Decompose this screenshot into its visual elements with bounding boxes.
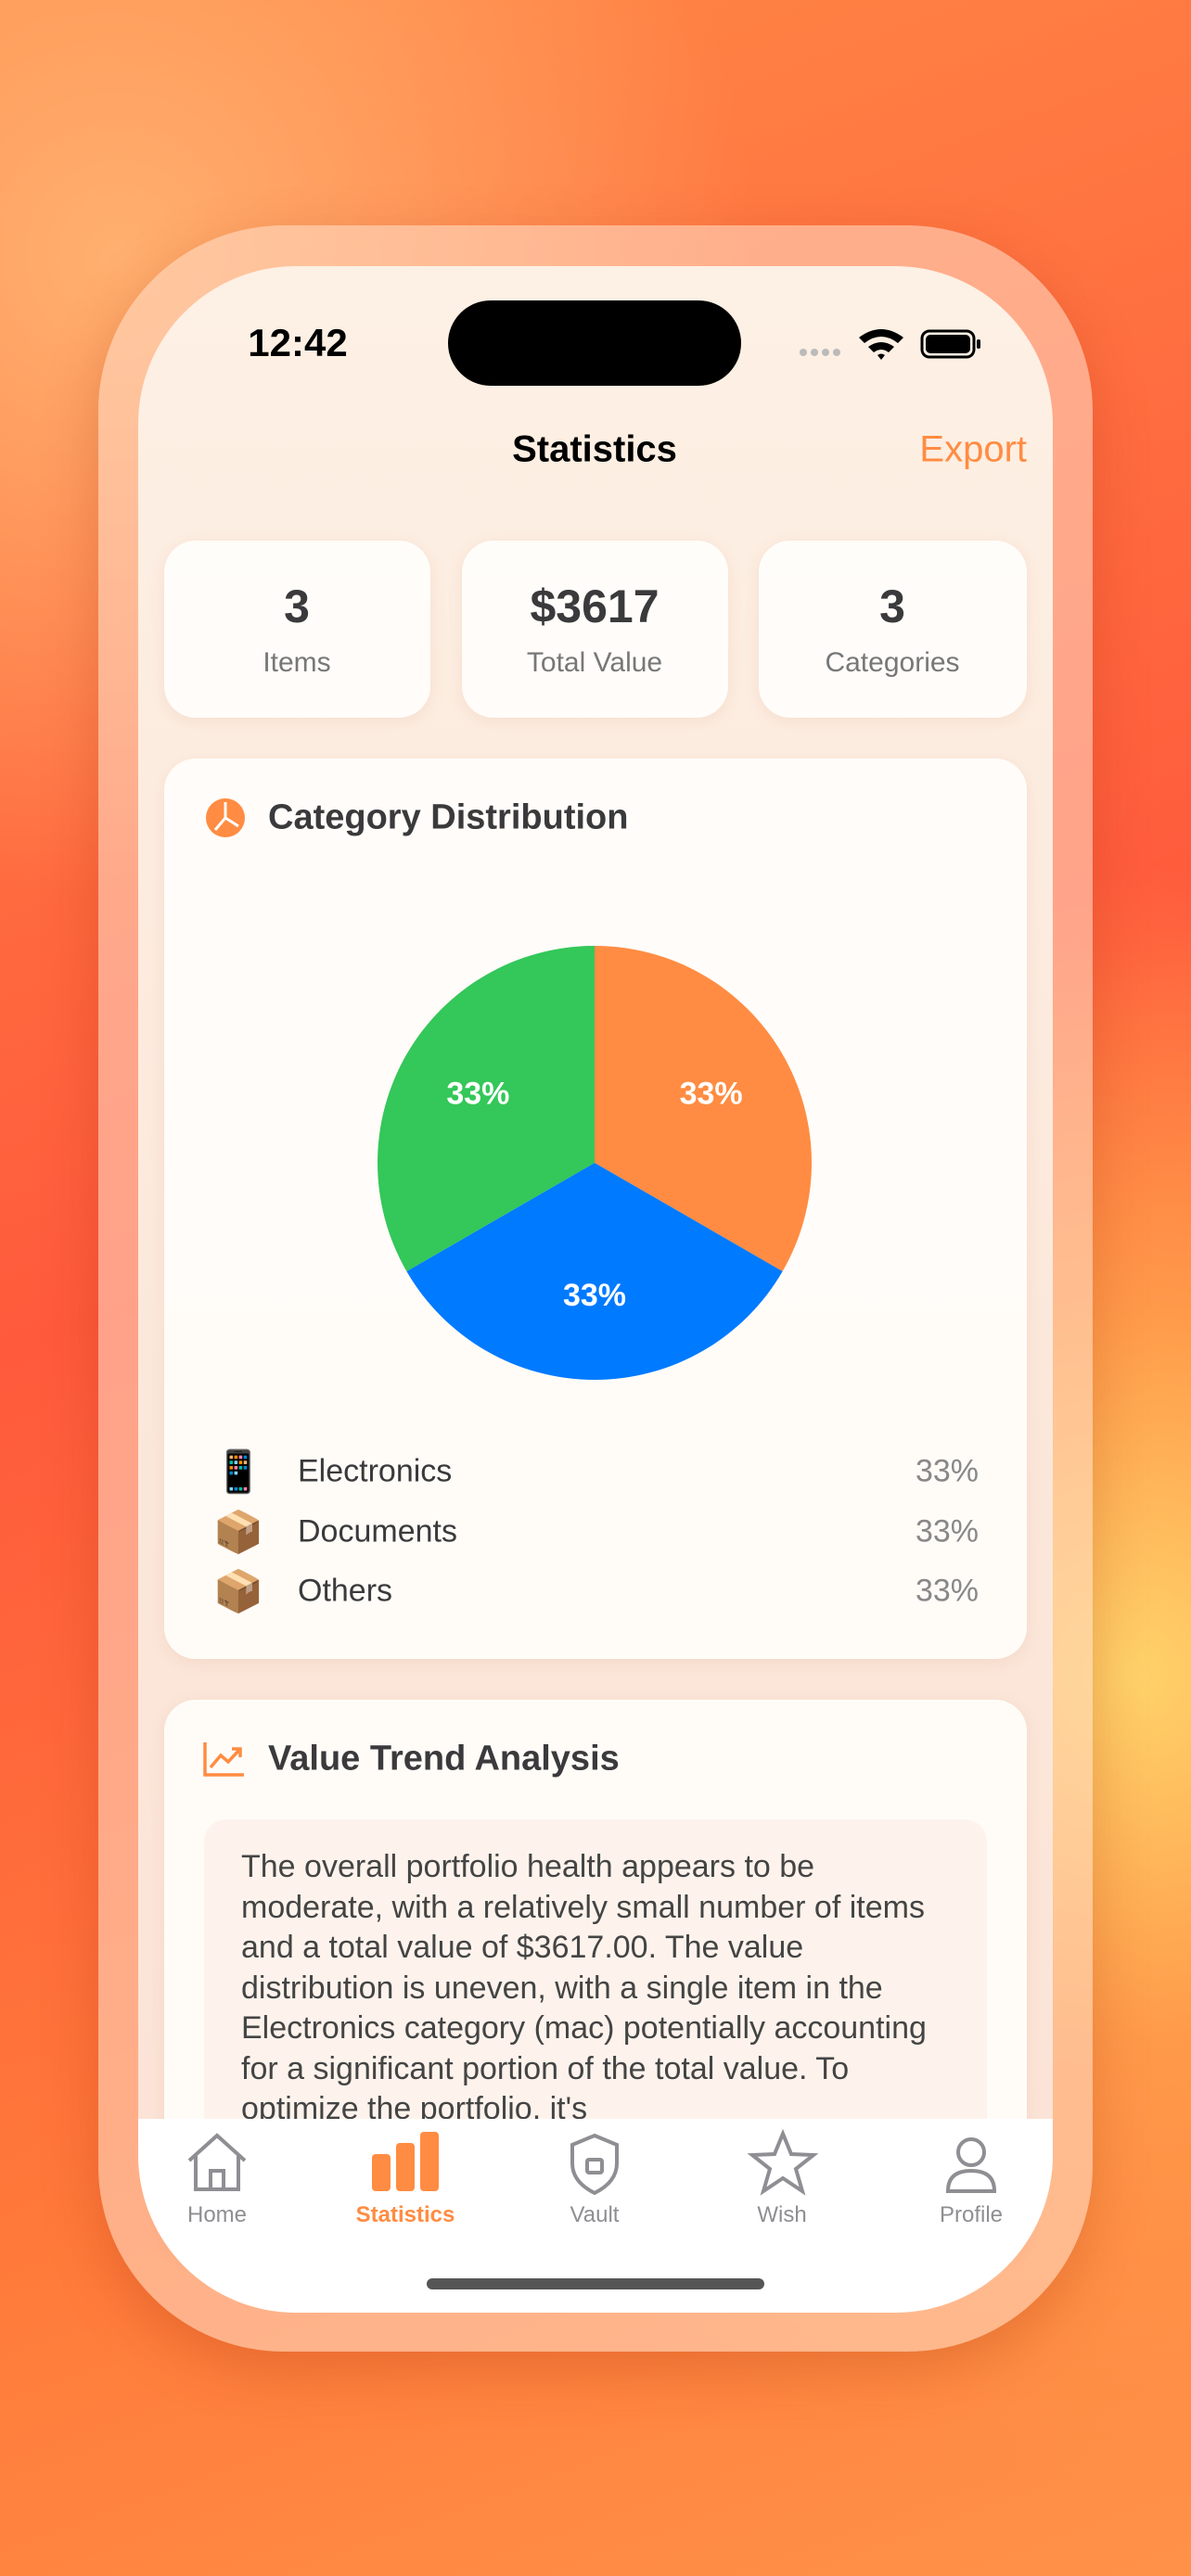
card-title: Value Trend Analysis xyxy=(268,1739,620,1779)
stat-card xyxy=(164,541,430,718)
legend-icon: 📱 xyxy=(212,1449,264,1495)
tab-label[interactable]: Statistics xyxy=(355,2202,455,2227)
status-icons xyxy=(800,329,980,360)
stat-value: $3617 xyxy=(530,580,660,632)
tab-label[interactable]: Vault xyxy=(570,2202,620,2227)
legend-icon: 📦 xyxy=(212,1569,264,1614)
pie-chart: 33% 33% 33% xyxy=(378,946,812,1380)
legend-label: Electronics xyxy=(298,1453,453,1489)
trend-icon xyxy=(203,1742,244,1777)
stat-value: 3 xyxy=(879,580,905,632)
legend-value: 33% xyxy=(915,1513,979,1549)
stat-label: Categories xyxy=(825,647,960,678)
pie-slice xyxy=(595,946,812,1271)
slice-label: 33% xyxy=(446,1076,509,1111)
stat-card xyxy=(759,541,1027,718)
nav-title: Statistics xyxy=(512,428,677,470)
legend-value: 33% xyxy=(915,1573,979,1609)
dynamic-island xyxy=(448,300,741,386)
analysis-text: The overall portfolio health appears to … xyxy=(241,1849,927,2126)
stat-label: Total Value xyxy=(526,647,663,678)
card-title: Category Distribution xyxy=(268,797,629,837)
stat-value: 3 xyxy=(284,580,310,632)
pie-slice xyxy=(378,946,595,1271)
slice-label: 33% xyxy=(680,1076,743,1111)
export-button[interactable]: Export xyxy=(919,428,1027,470)
pie-icon xyxy=(206,798,245,837)
stat-label: Items xyxy=(263,647,331,678)
tab-icons xyxy=(187,2128,997,2289)
legend-label: Others xyxy=(298,1573,393,1609)
tab-label[interactable]: Wish xyxy=(757,2202,807,2227)
pie-slice xyxy=(406,1163,783,1380)
tab-label[interactable]: Home xyxy=(186,2202,248,2227)
legend-value: 33% xyxy=(915,1453,979,1489)
legend-label: Documents xyxy=(298,1513,457,1549)
slice-label: 33% xyxy=(563,1278,626,1313)
legend-icon: 📦 xyxy=(212,1509,264,1555)
status-time: 12:42 xyxy=(248,321,348,364)
tab-label[interactable]: Profile xyxy=(939,2202,1004,2227)
stat-card xyxy=(462,541,728,718)
